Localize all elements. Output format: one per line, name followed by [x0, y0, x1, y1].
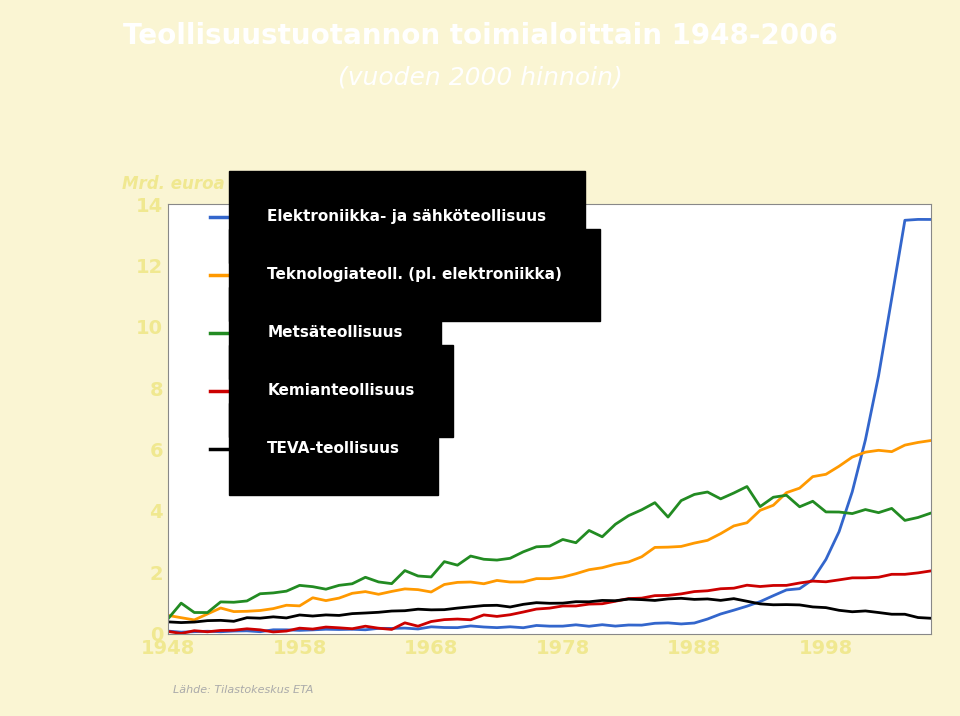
- Text: Teknologiateoll. (pl. elektroniikka): Teknologiateoll. (pl. elektroniikka): [267, 268, 563, 282]
- Text: Metsäteollisuus: Metsäteollisuus: [267, 326, 402, 340]
- Text: Teollisuustuotannon toimialoittain 1948-2006: Teollisuustuotannon toimialoittain 1948-…: [123, 22, 837, 50]
- Text: Mrd. euroa: Mrd. euroa: [122, 175, 225, 193]
- Text: Lähde: Tilastokeskus ETA: Lähde: Tilastokeskus ETA: [173, 684, 313, 695]
- Text: TEVA-teollisuus: TEVA-teollisuus: [267, 442, 400, 456]
- Text: Elektroniikka- ja sähköteollisuus: Elektroniikka- ja sähköteollisuus: [267, 210, 546, 224]
- Text: (vuoden 2000 hinnoin): (vuoden 2000 hinnoin): [338, 65, 622, 90]
- Text: Kemianteollisuus: Kemianteollisuus: [267, 384, 415, 398]
